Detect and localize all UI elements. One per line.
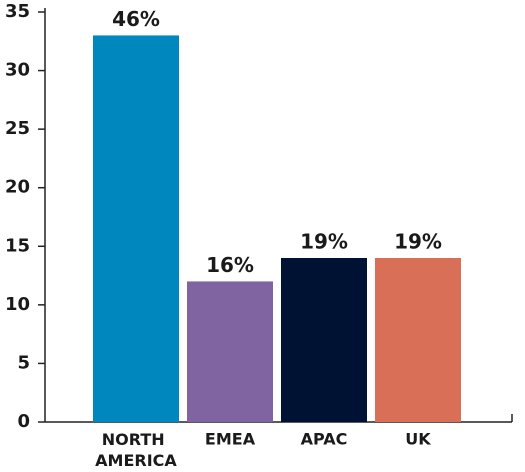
- value-label: 16%: [206, 253, 254, 277]
- x-tick-label: NORTH AMERICA: [95, 430, 177, 470]
- y-tick-label: 25: [5, 118, 30, 139]
- value-label: 19%: [394, 230, 442, 254]
- bar: [375, 258, 461, 422]
- x-tick-label: EMEA: [205, 430, 256, 449]
- y-tick-label: 20: [5, 177, 30, 198]
- y-tick-label: 30: [5, 60, 30, 81]
- y-tick-label: 0: [17, 411, 30, 432]
- y-tick-label: 15: [5, 235, 30, 256]
- y-tick-label: 35: [5, 1, 30, 22]
- y-tick-label: 10: [5, 294, 30, 315]
- bar: [281, 258, 367, 422]
- y-tick-label: 5: [17, 352, 30, 373]
- value-label: 19%: [300, 230, 348, 254]
- bar: [93, 35, 179, 423]
- x-tick-label: APAC: [301, 430, 348, 449]
- value-label: 46%: [112, 7, 160, 31]
- x-tick-label: UK: [405, 430, 431, 449]
- bar: [187, 281, 273, 422]
